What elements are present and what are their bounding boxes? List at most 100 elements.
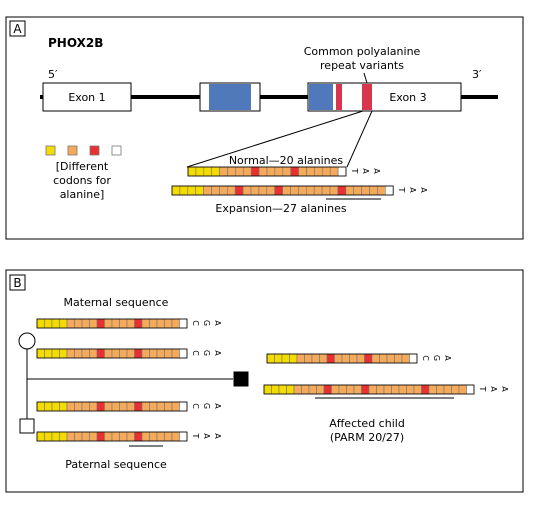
three-prime-label: 3′ (472, 68, 482, 81)
maternal-allele-2-codon (89, 348, 98, 359)
panel-a-frame (5, 16, 524, 240)
child-allele-normal-codon (401, 353, 410, 364)
child-allele-expansion-codon (361, 384, 370, 395)
child-allele-expansion-codon (323, 384, 332, 395)
panel-a-label-box (9, 20, 26, 37)
paternal-allele-2-codon (179, 431, 188, 442)
child-allele-normal-codon (394, 353, 403, 364)
expansion-outline (171, 185, 394, 196)
maternal-allele-1-codon (59, 318, 68, 329)
child-allele-normal-codon (319, 353, 328, 364)
child-label-line2: (PARM 20/27) (330, 431, 404, 444)
paternal-allele-2-codon (74, 431, 83, 442)
paternal-allele-2-codon (96, 431, 105, 442)
paternal-allele-1-tail-letter: C (191, 403, 200, 409)
child-allele-normal-codon (341, 353, 350, 364)
expansion-codon (353, 185, 362, 196)
normal-codon (274, 166, 284, 177)
maternal-allele-2-outline (36, 348, 188, 359)
child-allele-normal-tail-letter: C (421, 355, 430, 361)
expansion-codon (345, 185, 354, 196)
paternal-allele-2-codon (44, 431, 53, 442)
normal-codon (211, 166, 220, 177)
legend-square-red (89, 145, 100, 156)
paternal-allele-1-tail-letter: A (213, 403, 222, 409)
child-allele-expansion-codon (466, 384, 475, 395)
normal-codon (187, 166, 197, 177)
exon-3-repeat-1 (336, 84, 342, 110)
maternal-allele-2-codon (126, 348, 135, 359)
normal-label: Normal—20 alanines (229, 154, 344, 167)
child-allele-normal-codon (371, 353, 380, 364)
expansion-codon (211, 185, 220, 196)
normal-sequence (187, 166, 347, 177)
paternal-allele-1-codon (141, 401, 150, 412)
paternal-allele-2-codon (156, 431, 165, 442)
maternal-label: Maternal sequence (64, 296, 169, 309)
maternal-allele-1-codon (36, 318, 45, 329)
expansion-codon (329, 185, 339, 196)
maternal-allele-1-tail-letter: G (202, 320, 211, 326)
child-allele-expansion-codon (286, 384, 295, 395)
child-allele-normal-codon (274, 353, 283, 364)
maternal-allele-1-codon (111, 318, 120, 329)
normal-stop-letter: T (350, 168, 359, 174)
child-allele-normal-codon (281, 353, 290, 364)
child-allele-expansion-tail-letter: T (478, 386, 487, 392)
panel-b-sequences: C G AC G AC G AT A AC G AT A A (36, 318, 509, 442)
normal-codon (227, 166, 236, 177)
paternal-allele-1-codon (96, 401, 105, 412)
paternal-allele-1-codon (126, 401, 135, 412)
legend-square-yellow (45, 145, 56, 156)
normal-codon (314, 166, 323, 177)
affected-child-symbol (233, 371, 249, 387)
exon-2-coding (209, 84, 251, 110)
child-allele-normal-codon (334, 353, 343, 364)
maternal-allele-1-codon (156, 318, 165, 329)
child-allele-normal-codon (364, 353, 373, 364)
paternal-allele-1-codon (81, 401, 90, 412)
panel-a-label: A (13, 22, 22, 36)
normal-codon (266, 166, 276, 177)
expansion-codon (171, 185, 181, 196)
child-allele-expansion-codon (308, 384, 317, 395)
paternal-allele-2-codon (104, 431, 113, 442)
paternal-allele-2-codon (89, 431, 98, 442)
expansion-codon (234, 185, 244, 196)
expansion-codon (298, 185, 307, 196)
paternal-allele-2-codon (164, 431, 173, 442)
child-allele-normal-codon (304, 353, 313, 364)
paternal-allele-2-codon (59, 431, 68, 442)
normal-codon (250, 166, 260, 177)
maternal-allele-1-codon (126, 318, 135, 329)
expansion-label: Expansion—27 alanines (215, 202, 346, 215)
expansion-codon (274, 185, 283, 196)
child-allele-expansion-codon (316, 384, 325, 395)
maternal-allele-2-codon (111, 348, 120, 359)
zoom-line-right (346, 110, 373, 168)
child-allele-normal-tail-letter: A (443, 355, 452, 361)
child-allele-expansion-codon (301, 384, 310, 395)
child-allele-normal-codon (386, 353, 395, 364)
exon-1-box (42, 82, 132, 112)
paternal-allele-2-codon (134, 431, 143, 442)
child-allele-normal-codon (289, 353, 298, 364)
child-allele-expansion-outline (263, 384, 475, 395)
expansion-codon (290, 185, 299, 196)
maternal-allele-2-codon (156, 348, 165, 359)
exon-3-repeat-2 (362, 84, 372, 110)
maternal-allele-1-codon (74, 318, 83, 329)
expansion-codon (282, 185, 291, 196)
expansion-codon (266, 185, 275, 196)
paternal-allele-2-codon (171, 431, 180, 442)
maternal-allele-2-tail-letter: G (202, 350, 211, 356)
maternal-allele-2-codon (81, 348, 90, 359)
normal-codon (306, 166, 315, 177)
